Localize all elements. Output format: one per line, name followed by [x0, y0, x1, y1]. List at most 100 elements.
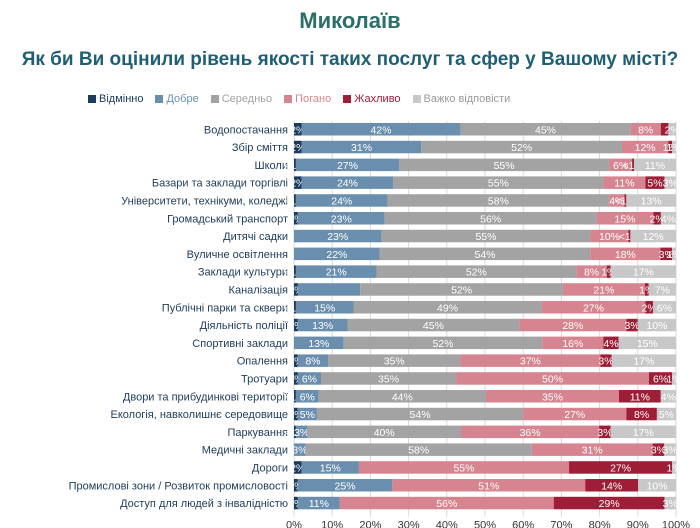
data-label: 45% [423, 320, 444, 332]
data-label: 24% [337, 178, 358, 190]
bar-segment [562, 283, 645, 296]
bar-segment [460, 123, 631, 136]
bar-segment [656, 407, 676, 421]
legend-item: Середньо [210, 93, 272, 105]
bar-segment [360, 283, 563, 296]
bar-segment [653, 212, 661, 225]
data-label: 44% [392, 391, 413, 403]
data-label: 5% [647, 178, 662, 190]
data-label: 35% [378, 373, 399, 385]
x-tick-label: 100% [662, 520, 690, 528]
data-label: 13% [308, 338, 329, 350]
data-label: 22% [326, 249, 347, 261]
category-label: Дитячі садки [223, 231, 288, 243]
bar-segment [672, 461, 676, 474]
data-label: 55% [494, 160, 515, 172]
data-label: 3% [292, 445, 307, 457]
bar-segment [569, 461, 673, 474]
x-tick-label: 30% [398, 520, 420, 528]
bar-segment [485, 390, 619, 403]
category-label: Спортивні заклади [192, 338, 288, 350]
bar-segment [297, 212, 385, 225]
bar-segment [590, 229, 629, 243]
legend-item: Жахливо [343, 93, 401, 105]
data-label: 8% [634, 409, 649, 421]
bar-segment [600, 354, 612, 367]
data-label: 5% [659, 409, 674, 421]
data-label: 13% [641, 195, 662, 207]
data-label: 4% [661, 391, 676, 403]
data-label: 15% [320, 462, 341, 474]
bar-segment [297, 496, 340, 510]
data-label: 15% [614, 213, 635, 225]
bar-segment [603, 176, 646, 189]
data-label: 11% [614, 178, 634, 190]
bar-segment [660, 390, 676, 403]
bar-segment [523, 407, 627, 421]
data-label: 17% [633, 356, 654, 368]
data-label: 1% [288, 498, 303, 510]
bar-segment [294, 265, 296, 278]
bar-segment [541, 301, 646, 314]
data-label: 27% [583, 302, 604, 314]
bar-segment [294, 479, 298, 492]
data-label: 8% [584, 267, 599, 279]
bar-segment [295, 194, 388, 207]
data-label: 1% [663, 142, 678, 154]
data-label: <1% [284, 195, 305, 207]
data-label: 31% [351, 142, 372, 154]
bar-segment [305, 443, 532, 456]
bar-segment [387, 194, 610, 207]
category-label: Заклади культури [198, 267, 288, 279]
data-label: 40% [374, 427, 395, 439]
data-label: 3% [651, 445, 666, 457]
bar-segment [295, 390, 319, 403]
legend-label: Відмінно [99, 93, 144, 105]
bar-segment [318, 390, 486, 403]
data-label: 16% [562, 338, 583, 350]
bar-segment [624, 194, 627, 207]
data-label: 10% [646, 320, 667, 332]
legend-swatch [210, 95, 219, 103]
bar-segment [633, 158, 676, 172]
data-label: 10% [599, 231, 620, 243]
bar-segment [294, 301, 296, 314]
legend-label: Жахливо [354, 93, 401, 105]
bar-segment [294, 425, 296, 439]
data-label: 31% [582, 445, 603, 457]
legend-swatch [284, 95, 293, 103]
data-label: 21% [326, 267, 347, 279]
category-label: Водопостачання [204, 124, 288, 136]
category-label: Медичні заклади [202, 445, 288, 457]
bar-segment [294, 140, 302, 154]
data-label: 27% [610, 462, 631, 474]
data-label: 4% [603, 338, 618, 350]
bar-segment [301, 123, 461, 136]
chart-legend: Відмінно Добре Середньо Погано Жахливо Важко … [88, 93, 522, 105]
data-label: 23% [327, 231, 348, 243]
data-label: 42% [370, 124, 391, 136]
bar-segment [295, 158, 400, 172]
bar-segment [343, 336, 543, 350]
bar-segment [294, 461, 302, 474]
bar-segment [295, 425, 308, 439]
category-label: Екологія, навколишнє середовище [111, 409, 289, 421]
data-label: 3% [663, 178, 678, 190]
bar-segment [626, 407, 657, 421]
bar-segment [294, 354, 298, 367]
bar-segment [294, 123, 302, 136]
bar-segment [664, 176, 676, 189]
data-label: 58% [408, 445, 429, 457]
data-label: 23% [331, 213, 352, 225]
x-tick-label: 70% [550, 520, 572, 528]
bar-segment [339, 496, 554, 510]
bar-segment [294, 229, 382, 243]
chart-subtitle: Як би Ви оцінили рівень якості таких пос… [21, 49, 679, 70]
bar-segment [664, 496, 676, 510]
bar-segment [599, 425, 611, 439]
bar-segment [399, 158, 610, 172]
bar-segment [294, 443, 306, 456]
data-label: 3% [294, 427, 309, 439]
data-label: 24% [331, 195, 352, 207]
bar-segment [553, 496, 665, 510]
